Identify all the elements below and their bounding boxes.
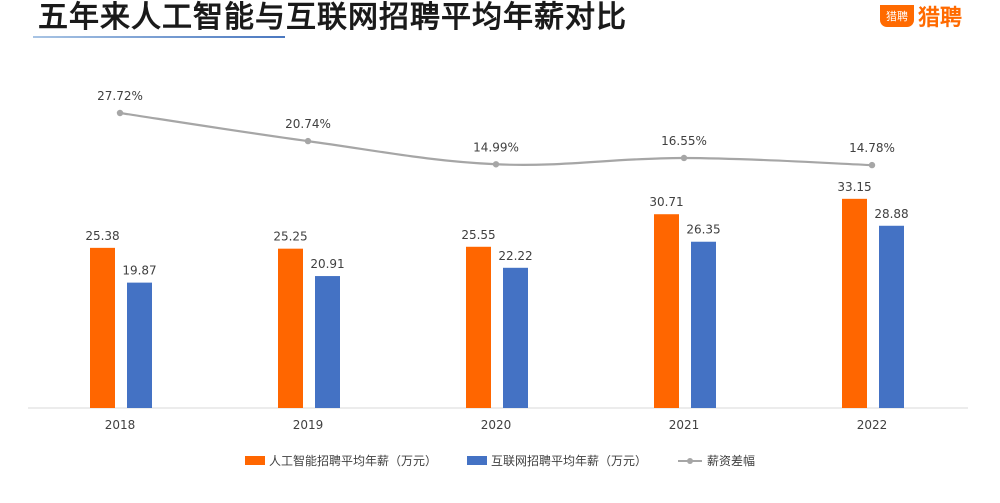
x-tick-label-2021: 2021 <box>669 418 700 432</box>
logo-badge: 猎聘 <box>880 5 914 27</box>
bar-ai-2018 <box>90 247 115 408</box>
legend-item-ai: 人工智能招聘平均年薪（万元） <box>245 452 437 469</box>
point-gap-2020 <box>492 161 500 168</box>
bar-ai-2021 <box>654 214 679 408</box>
bar-ai-2022 <box>842 198 867 408</box>
bar-internet-2020 <box>503 267 528 408</box>
legend-label-ai: 人工智能招聘平均年薪（万元） <box>269 454 438 468</box>
label-ai-2019: 25.25 <box>273 230 307 244</box>
legend-item-internet: 互联网招聘平均年薪（万元） <box>467 452 647 469</box>
x-tick-label-2019: 2019 <box>293 418 324 432</box>
point-gap-2019 <box>304 137 312 145</box>
label-ai-2020: 25.55 <box>461 228 495 242</box>
label-gap-2022: 14.78% <box>849 141 895 155</box>
label-gap-2021: 16.55% <box>661 134 707 148</box>
point-gap-2021 <box>680 154 688 162</box>
x-tick-label-2022: 2022 <box>857 418 888 432</box>
point-gap-2022 <box>868 161 876 169</box>
legend-swatch-internet <box>467 456 487 465</box>
liepin-logo: 猎聘 猎聘 <box>880 0 962 32</box>
bar-ai-2019 <box>278 248 303 408</box>
label-internet-2018: 19.87 <box>122 264 156 278</box>
label-ai-2018: 25.38 <box>85 229 119 243</box>
x-tick-label-2018: 2018 <box>105 418 136 432</box>
label-gap-2018: 27.72% <box>97 89 143 103</box>
legend-swatch-ai <box>245 456 265 465</box>
bar-internet-2019 <box>315 276 340 408</box>
bar-internet-2021 <box>691 241 716 408</box>
point-gap-2018 <box>116 109 124 117</box>
label-internet-2021: 26.35 <box>686 223 720 237</box>
label-gap-2019: 20.74% <box>285 117 331 131</box>
label-ai-2022: 33.15 <box>837 180 871 194</box>
label-ai-2021: 30.71 <box>649 195 683 209</box>
title-underline <box>33 36 285 38</box>
x-tick-label-2020: 2020 <box>481 418 512 432</box>
page-title: 五年来人工智能与互联网招聘平均年薪对比 <box>38 0 627 35</box>
legend-label-internet: 互联网招聘平均年薪（万元） <box>491 454 648 468</box>
bar-internet-2022 <box>879 225 904 408</box>
label-internet-2022: 28.88 <box>874 207 908 221</box>
label-internet-2020: 22.22 <box>498 249 532 263</box>
legend-item-gap: 薪资差幅 <box>678 452 755 469</box>
label-internet-2019: 20.91 <box>310 257 344 271</box>
label-gap-2020: 14.99% <box>473 140 519 154</box>
line-salary-gap <box>119 111 873 167</box>
bar-ai-2020 <box>466 246 491 408</box>
logo-text: 猎聘 <box>918 6 963 31</box>
legend-label-gap: 薪资差幅 <box>707 454 756 468</box>
chart-legend: 人工智能招聘平均年薪（万元） 互联网招聘平均年薪（万元） 薪资差幅 <box>0 452 1000 472</box>
bar-internet-2018 <box>127 282 152 408</box>
legend-swatch-gap <box>678 456 702 466</box>
